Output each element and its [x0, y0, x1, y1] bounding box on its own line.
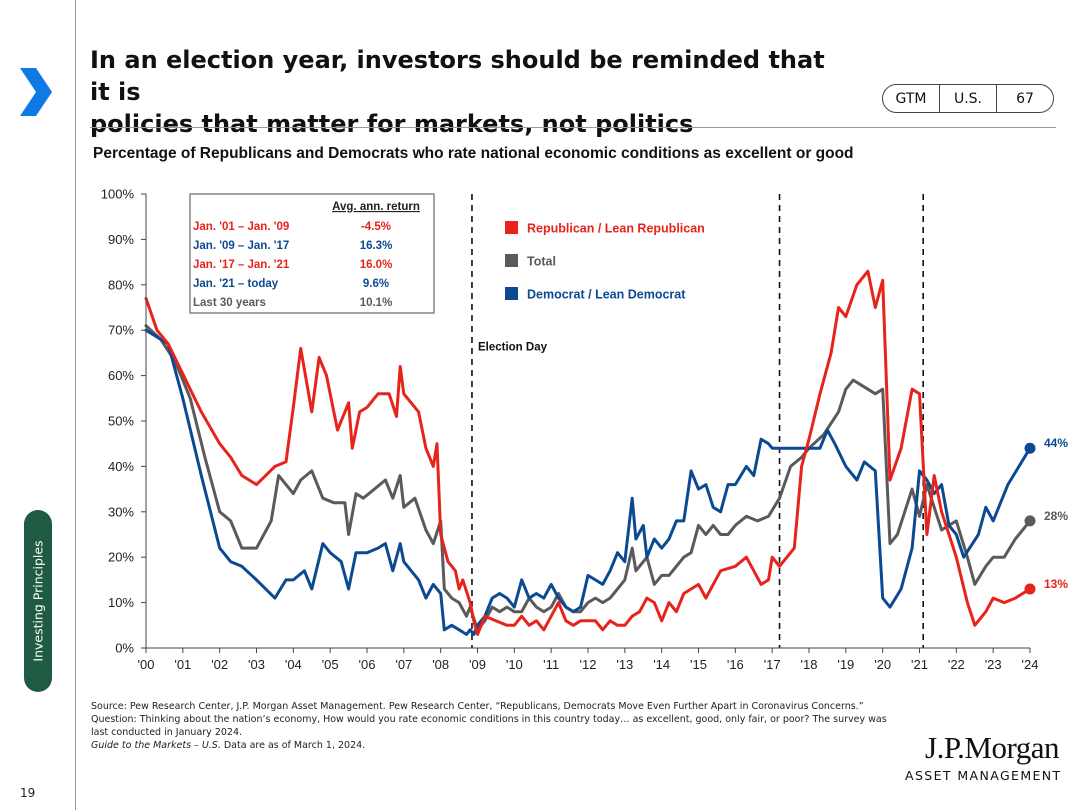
title-divider	[90, 127, 1056, 128]
returns-table-period: Jan. '17 – Jan. '21	[193, 259, 290, 271]
series-end-marker-total	[1024, 515, 1036, 527]
section-tab	[24, 510, 52, 692]
guide-reference-tag: GTM U.S. 67	[882, 84, 1054, 113]
y-tick-label: 70%	[108, 323, 134, 338]
x-tick-label: '21	[911, 657, 928, 672]
returns-table-box	[189, 193, 435, 314]
election-day-label: Election Day	[478, 342, 548, 354]
tag-region: U.S.	[939, 85, 996, 112]
series-end-marker-democrat	[1024, 442, 1036, 454]
x-tick-label: '14	[653, 657, 670, 672]
footnote-question: Question: Thinking about the nation’s ec…	[91, 714, 887, 738]
jpmorgan-logo: J.P.Morgan ASSET MANAGEMENT	[905, 730, 1062, 783]
footnote-asof: Guide to the Markets – U.S. Data are as …	[91, 739, 901, 752]
footnote-source: Source: Pew Research Center, J.P. Morgan…	[91, 701, 864, 712]
series-line-democrat	[144, 328, 1032, 636]
series-line-total	[144, 324, 1032, 632]
x-tick-label: '06	[359, 657, 376, 672]
page-number: 19	[20, 786, 36, 800]
x-tick-label: '13	[616, 657, 633, 672]
chart-title: Percentage of Republicans and Democrats …	[93, 145, 854, 162]
x-tick-label: '18	[801, 657, 818, 672]
x-tick-label: '04	[285, 657, 302, 672]
y-tick-label: 0%	[115, 641, 134, 656]
x-tick-label: '15	[690, 657, 707, 672]
x-tick-label: '09	[469, 657, 486, 672]
guide-name: Guide to the Markets – U.S.	[91, 740, 221, 751]
x-tick-label: '22	[948, 657, 965, 672]
tag-gtm: GTM	[895, 90, 927, 107]
series-end-marker-republican	[1024, 583, 1036, 595]
y-tick-label: 40%	[108, 459, 134, 474]
source-footnote: Source: Pew Research Center, J.P. Morgan…	[91, 700, 901, 752]
returns-table-period: Last 30 years	[193, 297, 266, 309]
returns-table-value: 16.0%	[360, 259, 393, 271]
legend-label: Democrat / Lean Democrat	[527, 288, 686, 302]
legend-swatch	[505, 287, 518, 300]
legend-label: Republican / Lean Republican	[527, 222, 705, 236]
returns-table-value: 9.6%	[363, 278, 389, 290]
page-title-line-2: policies that matter for markets, not po…	[90, 110, 694, 138]
x-tick-label: '19	[837, 657, 854, 672]
x-tick-label: '20	[874, 657, 891, 672]
data-date: Data are as of March 1, 2024.	[220, 740, 366, 751]
x-tick-label: '02	[211, 657, 228, 672]
y-tick-label: 100%	[101, 187, 135, 202]
series-end-label-total: 28%	[1044, 509, 1068, 523]
logo-wordmark: J.P.Morgan	[925, 730, 1059, 765]
returns-table-value: -4.5%	[361, 221, 391, 233]
x-tick-label: '24	[1022, 657, 1039, 672]
sentiment-line-chart: Election Day 0% 10% 20% 30% 40% 50% 60% 70% 80% 9…	[101, 187, 1069, 673]
x-tick-label: '05	[322, 657, 339, 672]
y-tick-label: 80%	[108, 277, 134, 292]
y-tick-label: 20%	[108, 550, 134, 565]
y-tick-label: 50%	[108, 414, 134, 429]
x-tick-label: '01	[174, 657, 191, 672]
x-tick-label: '16	[727, 657, 744, 672]
series-end-label-democrat: 44%	[1044, 436, 1068, 450]
y-tick-label: 60%	[108, 368, 134, 383]
page-title: In an election year, investors should be…	[90, 44, 850, 140]
returns-table-period: Jan. '21 – today	[193, 278, 279, 290]
left-margin-rule	[75, 0, 76, 810]
legend-swatch	[505, 221, 518, 234]
x-tick-label: '17	[764, 657, 781, 672]
y-tick-label: 10%	[108, 595, 134, 610]
logo-subtitle: ASSET MANAGEMENT	[905, 768, 1062, 783]
y-tick-label: 90%	[108, 232, 134, 247]
returns-table-period: Jan. '09 – Jan. '17	[193, 240, 289, 252]
x-tick-label: '07	[395, 657, 412, 672]
returns-table-value: 16.3%	[360, 240, 393, 252]
returns-table-header: Avg. ann. return	[332, 201, 420, 213]
returns-table-value: 10.1%	[360, 297, 393, 309]
legend-swatch	[505, 254, 518, 267]
page-title-line-1: In an election year, investors should be…	[90, 46, 825, 106]
tag-page: 67	[996, 85, 1053, 112]
chevron-right-icon	[20, 68, 52, 116]
x-tick-label: '23	[985, 657, 1002, 672]
x-tick-label: '10	[506, 657, 523, 672]
series-line-republican	[144, 269, 1032, 636]
legend-label: Total	[527, 255, 556, 269]
y-tick-label: 30%	[108, 504, 134, 519]
returns-table-period: Jan. '01 – Jan. '09	[193, 221, 289, 233]
x-tick-label: '12	[580, 657, 597, 672]
x-tick-label: '03	[248, 657, 265, 672]
series-end-label-republican: 13%	[1044, 577, 1068, 591]
x-tick-label: '11	[543, 657, 559, 672]
x-tick-label: '08	[432, 657, 449, 672]
x-tick-label: '00	[138, 657, 155, 672]
